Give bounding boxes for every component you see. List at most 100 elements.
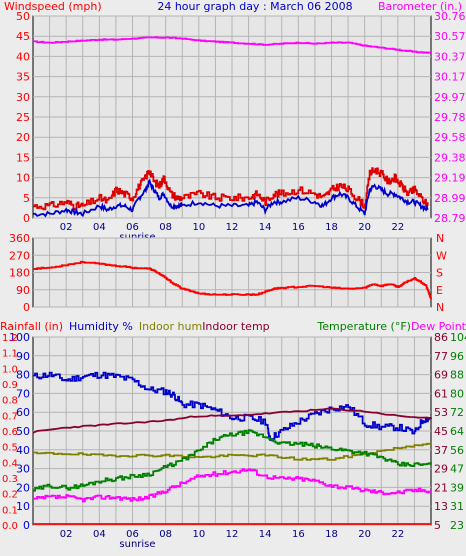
panel3-left-titles: Rainfall (in) Humidity % Indoor humIndoor …	[0, 320, 270, 333]
humidity-hour-tick: 06	[126, 529, 139, 540]
wind-left-tick: 40	[16, 50, 30, 63]
panel3-right-titles: Temperature (°F)Dew Point	[316, 320, 466, 333]
wind-right-tick: 30.17	[434, 71, 466, 84]
humidity-sunrise-label: sunrise	[119, 539, 155, 550]
temperature-tick: 88	[450, 369, 464, 382]
wind-left-tick: 0	[23, 212, 30, 225]
temperature-tick: 23	[450, 519, 464, 532]
wind-left-tick: 35	[16, 71, 30, 84]
chart-title: 24 hour graph day : March 06 2008	[157, 0, 352, 13]
wind-right-tick: 29.78	[434, 111, 466, 124]
wind-left-tick: 30	[16, 91, 30, 104]
direction-right-tick: E	[436, 284, 443, 297]
humidity-right-tick: 77	[434, 350, 448, 363]
humidity-right-tick: 13	[434, 500, 448, 513]
humidity-right-tick: 61	[434, 387, 448, 400]
direction-right-tick: S	[436, 267, 443, 280]
humidity-hour-tick: 14	[259, 529, 272, 540]
humidity-hour-tick: 10	[192, 529, 205, 540]
wind-direction-line	[33, 260, 432, 300]
direction-right-tick: N	[436, 301, 444, 314]
humidity-hour-tick: 08	[159, 529, 172, 540]
humidity-left-tick: 90	[16, 350, 30, 363]
temperature-tick: 64	[450, 425, 464, 438]
rainfall-tick: 0.6	[2, 427, 18, 438]
rainfall-tick: 0.0	[2, 521, 18, 532]
dew-point-line	[33, 468, 432, 503]
wind-right-tick: 28.79	[434, 212, 466, 225]
dew-point-axis-title: Dew Point	[411, 320, 466, 333]
humidity-line	[33, 371, 432, 442]
humidity-left-tick: 50	[16, 425, 30, 438]
humidity-left-tick: 30	[16, 463, 30, 476]
wind-plot-layer: 0 28.79 5 28.99 10 29.19 15 29.38 20 29.58 25 29.78…	[16, 10, 466, 243]
indoor-temp-axis-title: Indoor temp	[202, 320, 269, 333]
humidity-left-tick: 80	[16, 369, 30, 382]
humidity-left-tick: 0	[23, 519, 30, 532]
temperature-tick: 47	[450, 463, 464, 476]
humidity-left-tick: 10	[16, 500, 30, 513]
humidity-right-tick: 29	[434, 463, 448, 476]
humidity-hour-tick: 16	[292, 529, 305, 540]
rainfall-tick: 1.1	[2, 349, 18, 360]
humidity-left-tick: 20	[16, 481, 30, 494]
humidity-right-tick: 45	[434, 425, 448, 438]
wind-hour-tick: 14	[259, 222, 272, 233]
wind-right-tick: 28.99	[434, 192, 466, 205]
wind-right-tick: 29.19	[434, 172, 466, 185]
barometer-line	[33, 36, 432, 54]
humidity-right-tick: 69	[434, 369, 448, 382]
temperature-tick: 104	[450, 331, 466, 344]
humidity-plot-layer: 0 5 23 10 13 31 20 21 39 30 29 47 40 37 56 50 45 64 60 53 72…	[2, 331, 466, 550]
wind-right-tick: 29.97	[434, 91, 466, 104]
wind-hour-tick: 18	[325, 222, 338, 233]
direction-left-tick: 360	[9, 232, 30, 245]
wind-left-tick: 10	[16, 172, 30, 185]
humidity-hour-tick: 02	[60, 529, 73, 540]
gust-line	[33, 167, 429, 211]
humidity-left-tick: 60	[16, 406, 30, 419]
direction-plot-layer: 0 N 90 E 180 S 270 W 360 N	[9, 232, 447, 314]
direction-left-tick: 270	[9, 249, 30, 262]
wind-right-tick: 30.57	[434, 30, 466, 43]
wind-left-tick: 50	[16, 10, 30, 23]
humidity-left-tick: 100	[9, 331, 30, 344]
wind-hour-tick: 12	[226, 222, 239, 233]
direction-left-tick: 180	[9, 267, 30, 280]
rainfall-tick: 0.7	[2, 411, 18, 422]
temperature-tick: 31	[450, 500, 464, 513]
barometer-axis-title: Barometer (in.)	[378, 0, 462, 13]
humidity-hour-tick: 22	[391, 529, 404, 540]
temperature-tick: 72	[450, 406, 464, 419]
temperature-tick: 56	[450, 444, 464, 457]
wind-left-tick: 20	[16, 131, 30, 144]
rainfall-tick: 0.9	[2, 380, 18, 391]
rainfall-tick: 0.3	[2, 474, 18, 485]
wind-left-tick: 15	[16, 151, 30, 164]
humidity-hour-tick: 12	[226, 529, 239, 540]
temperature-tick: 80	[450, 387, 464, 400]
wind-hour-tick: 06	[126, 222, 139, 233]
wind-hour-tick: 10	[192, 222, 205, 233]
temperature-line	[33, 429, 432, 492]
rainfall-tick: 0.5	[2, 443, 18, 454]
rainfall-tick: 0.1	[2, 505, 18, 516]
temperature-tick: 96	[450, 350, 464, 363]
indoor-hum-axis-title: Indoor hum	[139, 320, 202, 333]
humidity-right-tick: 37	[434, 444, 448, 457]
windspeed-axis-title: Windspeed (mph)	[4, 0, 102, 13]
rainfall-tick: 0.2	[2, 490, 18, 501]
humidity-hour-tick: 18	[325, 529, 338, 540]
humidity-axis-title: Humidity %	[69, 320, 133, 333]
direction-right-tick: N	[436, 232, 444, 245]
wind-hour-tick: 02	[60, 222, 73, 233]
rainfall-tick: 0.4	[2, 458, 18, 469]
rainfall-tick: 0.8	[2, 396, 18, 407]
wind-right-tick: 30.37	[434, 50, 466, 63]
wind-right-tick: 30.76	[434, 10, 466, 23]
humidity-left-tick: 40	[16, 444, 30, 457]
wind-hour-tick: 04	[93, 222, 106, 233]
humidity-hour-tick: 04	[93, 529, 106, 540]
wind-hour-tick: 16	[292, 222, 305, 233]
